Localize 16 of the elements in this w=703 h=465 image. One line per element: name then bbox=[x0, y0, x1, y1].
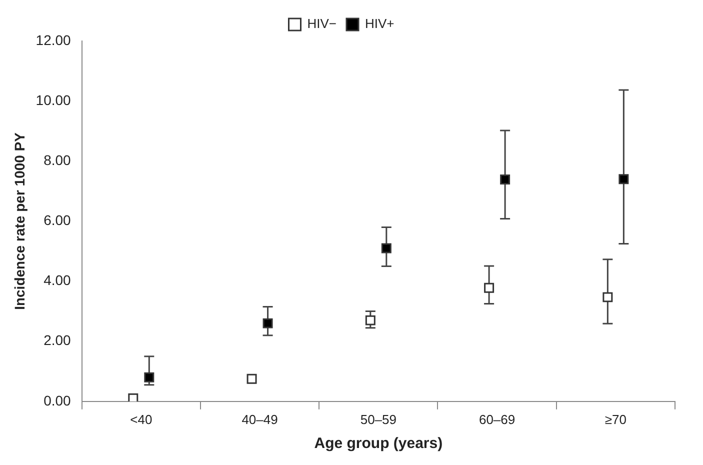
legend-label: HIV− bbox=[307, 16, 337, 32]
y-tick-label: 4.00 bbox=[44, 272, 72, 288]
x-tick-label: 60–69 bbox=[478, 412, 516, 427]
y-tick-label: 0.00 bbox=[44, 392, 72, 408]
y-tick-label: 2.00 bbox=[44, 332, 72, 348]
y-axis-title: Incidence rate per 1000 PY bbox=[11, 132, 28, 310]
x-tick-label: ≥70 bbox=[604, 412, 626, 427]
x-tick-label: 50–59 bbox=[360, 412, 396, 427]
legend-label: HIV+ bbox=[365, 16, 394, 32]
y-tick-label: 12.00 bbox=[36, 32, 72, 48]
x-axis-title: Age group (years) bbox=[314, 435, 443, 452]
x-tick-label: <40 bbox=[130, 412, 152, 427]
y-tick-label: 8.00 bbox=[44, 152, 72, 168]
y-tick-label: 10.00 bbox=[36, 92, 72, 108]
y-tick-label: 6.00 bbox=[44, 212, 72, 228]
x-tick-label: 40–49 bbox=[242, 412, 278, 427]
